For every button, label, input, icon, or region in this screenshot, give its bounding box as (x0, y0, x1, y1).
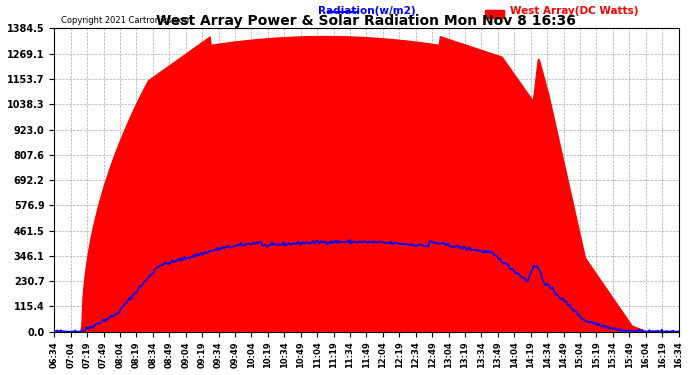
Title: West Array Power & Solar Radiation Mon Nov 8 16:36: West Array Power & Solar Radiation Mon N… (157, 15, 576, 28)
Text: Radiation(w/m2): Radiation(w/m2) (317, 6, 415, 16)
Text: West Array(DC Watts): West Array(DC Watts) (510, 6, 638, 16)
Text: Copyright 2021 Cartronics.com: Copyright 2021 Cartronics.com (61, 16, 192, 26)
FancyBboxPatch shape (485, 10, 504, 18)
